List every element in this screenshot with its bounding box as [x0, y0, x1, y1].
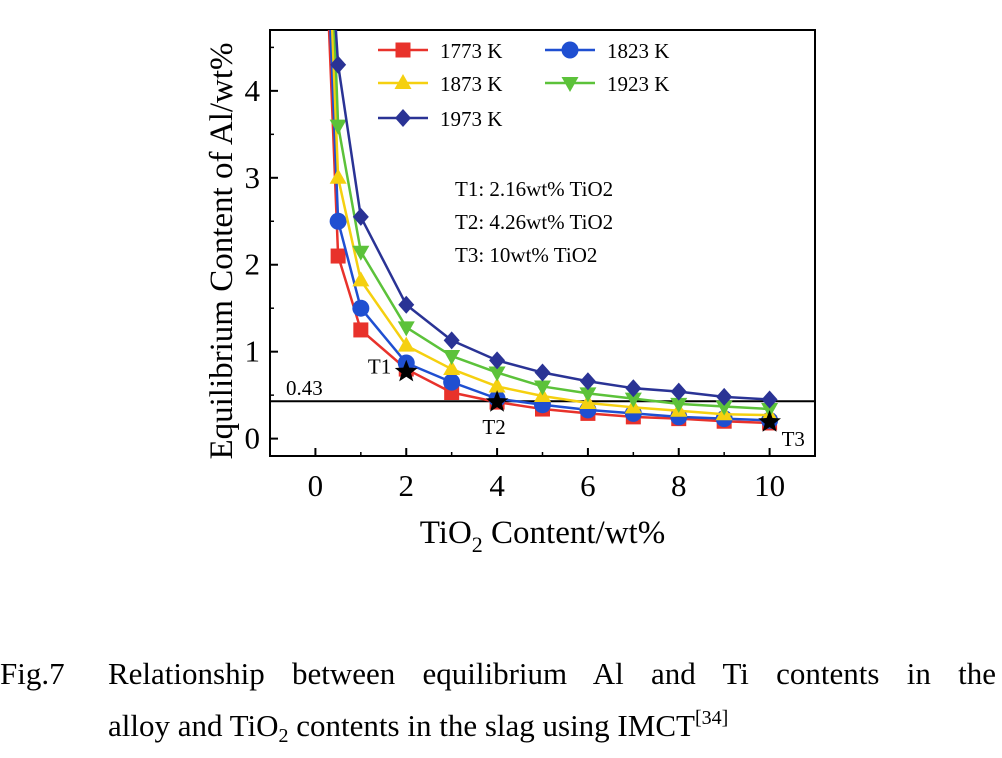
star-marker: [485, 390, 509, 412]
x-tick-label: 2: [399, 468, 415, 503]
legend: 1773 K 1823 K 1873 K 1923 K 1973 K: [378, 39, 669, 131]
data-point: [352, 271, 370, 287]
data-point: [624, 392, 642, 408]
data-point: [625, 379, 642, 398]
x-tick-label: 4: [489, 468, 505, 503]
x-axis-label-part: TiO: [420, 515, 472, 551]
caption-line-2: alloy and TiO2 contents in the slag usin…: [108, 696, 728, 758]
data-point: [534, 363, 551, 382]
x-tick-label: 8: [671, 468, 687, 503]
star-marker-label: T1: [368, 355, 391, 379]
series-line: [333, 30, 770, 411]
data-point: [443, 350, 461, 366]
data-point: [488, 377, 506, 393]
data-point: [670, 382, 687, 401]
annotation-text: T1: 2.16wt% TiO2: [455, 177, 613, 201]
data-point: [329, 212, 347, 230]
legend-marker: [561, 77, 579, 92]
y-tick-label: 3: [245, 160, 261, 195]
caption-text-2b: contents in the slag using IMCT: [288, 708, 695, 743]
data-point: [330, 248, 346, 264]
y-tick-label: 2: [245, 247, 261, 282]
legend-marker: [561, 41, 579, 59]
data-point: [330, 55, 347, 74]
star-marker-label: T2: [482, 415, 505, 439]
data-point: [716, 387, 733, 406]
data-point: [670, 397, 688, 413]
data-point: [397, 321, 415, 337]
x-tick-label: 6: [580, 468, 596, 503]
x-tick-label: 0: [308, 468, 324, 503]
series-group: [327, 30, 779, 431]
data-point: [488, 366, 506, 382]
data-point: [579, 372, 596, 391]
caption-text-1: Relationship between equilibrium Al and …: [108, 656, 996, 691]
caption-text-2a: alloy and TiO: [108, 708, 279, 743]
data-point: [761, 390, 778, 409]
reference-line-label: 0.43: [286, 376, 323, 400]
data-point: [329, 168, 347, 184]
legend-label: 1823 K: [607, 39, 669, 63]
y-tick-label: 1: [245, 334, 261, 369]
legend-label: 1973 K: [440, 107, 502, 131]
legend-marker: [395, 109, 411, 127]
star-marker-label: T3: [782, 427, 805, 451]
star-marker: [758, 410, 781, 432]
data-point: [352, 245, 370, 261]
x-tick-label: 10: [754, 468, 785, 503]
data-point: [398, 295, 415, 314]
data-point: [352, 207, 369, 226]
y-tick-label: 4: [245, 73, 261, 108]
data-point: [443, 360, 461, 376]
data-point: [353, 322, 369, 338]
series-line: [330, 30, 770, 417]
x-axis-label: TiO2 Content/wt%: [420, 515, 665, 557]
data-point: [352, 299, 370, 317]
y-tick-label: 0: [245, 421, 261, 456]
data-point: [397, 336, 415, 352]
legend-marker: [394, 74, 412, 89]
caption-reference: [34]: [694, 707, 729, 729]
x-axis-label-part: Content/wt%: [483, 515, 665, 551]
legend-label: 1873 K: [440, 72, 502, 96]
legend-marker: [395, 42, 411, 58]
data-point: [443, 373, 461, 391]
data-point: [579, 387, 597, 403]
series-line: [334, 30, 770, 401]
data-point: [489, 351, 506, 370]
star-marker: [394, 359, 418, 382]
legend-label: 1773 K: [440, 39, 502, 63]
data-point: [443, 331, 460, 350]
data-point: [715, 400, 733, 416]
annotation-text: T2: 4.26wt% TiO2: [455, 210, 613, 234]
data-point: [534, 380, 551, 396]
caption-figure-label: Fig.7: [0, 656, 65, 691]
annotation-text: T3: 10wt% TiO2: [455, 243, 597, 267]
data-point: [329, 119, 347, 135]
caption-line-1: Fig.7 Relationship between equilibrium Al…: [0, 652, 1002, 696]
x-axis-label-sub: 2: [472, 532, 483, 557]
caption-subscript: 2: [278, 725, 289, 747]
legend-label: 1923 K: [607, 72, 669, 96]
y-axis-label: Equilibrium Content of Al/wt%: [204, 42, 240, 459]
